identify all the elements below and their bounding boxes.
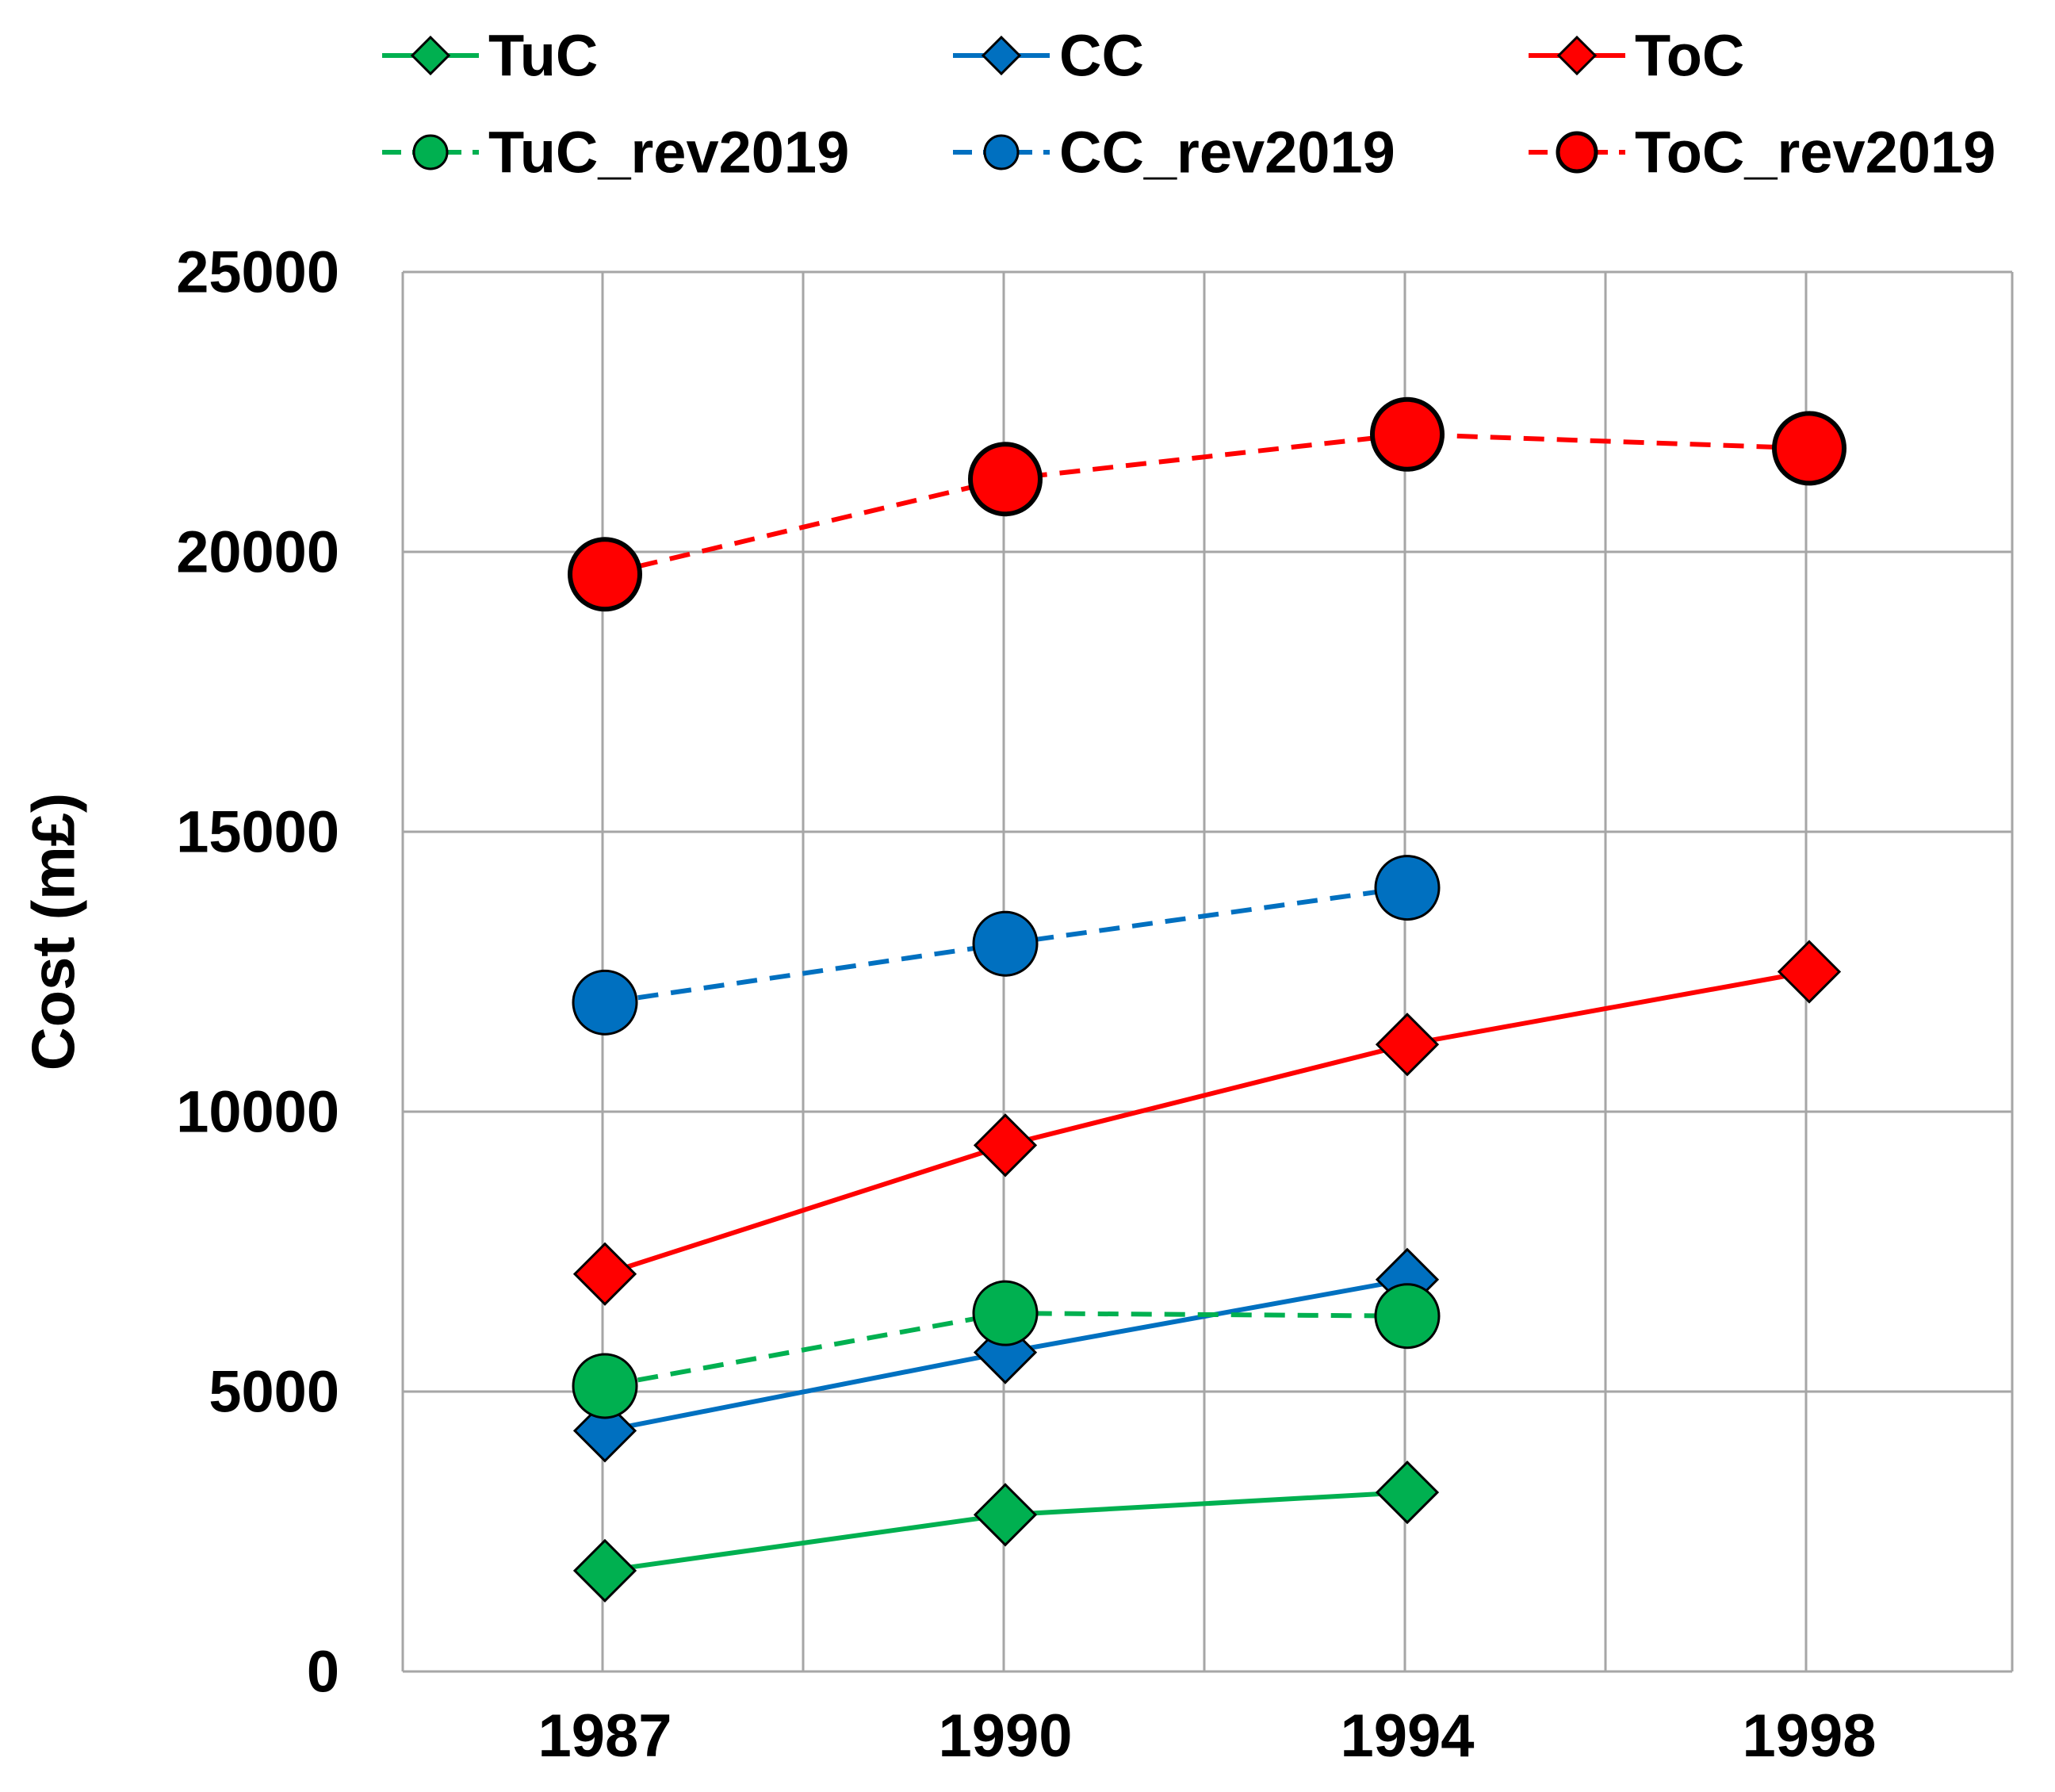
data-point [572,1353,638,1419]
legend-marker [410,35,451,76]
legend-marker [1556,35,1598,76]
data-point [1374,855,1441,921]
legend-label: CC_rev2019 [1059,120,1395,186]
legend-item: ToC [1529,23,1744,89]
data-point [1374,1283,1441,1350]
data-point [1375,1460,1440,1525]
series-tuc-rev2019 [572,1280,1441,1419]
legend-item: ToC_rev2019 [1529,120,1996,186]
legend-label: ToC [1635,23,1744,89]
data-point [968,442,1043,517]
data-point [1772,411,1846,486]
data-point [1777,940,1842,1004]
data-point [973,1113,1038,1177]
y-tick-label: 20000 [176,519,339,585]
x-tick-label: 1994 [1340,1702,1474,1770]
legend-label: ToC_rev2019 [1635,120,1996,186]
data-point [572,969,638,1036]
legend-item: TuC [382,23,598,89]
data-point [1370,396,1445,472]
legend-label: TuC_rev2019 [488,120,849,186]
x-tick-label: 1998 [1742,1702,1876,1770]
series-line [604,431,1810,577]
legend-item: CC [953,23,1144,89]
legend: TuC CC ToC TuC_rev2019 CC_rev2019 ToC_rev2019 [382,23,1996,186]
data-point [1375,1013,1440,1077]
legend-label: TuC [488,23,598,89]
y-tick-label: 5000 [209,1359,339,1425]
legend-marker [412,134,449,170]
legend-label: CC [1059,23,1144,89]
x-tick-label: 1987 [538,1702,672,1770]
legend-marker [1556,131,1598,174]
y-axis-label: Cost (m£) [21,793,88,1070]
data-point [972,1280,1039,1346]
x-tick-label: 1990 [938,1702,1072,1770]
y-tick-label: 15000 [176,799,339,865]
y-axis-ticks: 0 5000 10000 15000 20000 25000 [176,239,339,1705]
data-point [572,1242,637,1306]
series-cc-rev2019 [572,855,1441,1036]
series [568,396,1846,1603]
data-point [972,910,1039,977]
data-point [572,1399,637,1463]
y-tick-label: 10000 [176,1079,339,1145]
legend-item: TuC_rev2019 [382,120,849,186]
data-point [973,1483,1038,1547]
grid [401,270,2014,1673]
legend-item: CC_rev2019 [953,120,1395,186]
series-tuc [572,1460,1440,1603]
data-point [568,537,642,612]
legend-marker [983,134,1020,170]
legend-marker [981,35,1022,76]
y-tick-label: 0 [307,1639,339,1705]
series-line [604,969,1810,1277]
x-axis-ticks: 1987 1990 1994 1998 [538,1702,1876,1770]
data-point [572,1538,637,1603]
series-toc [572,940,1842,1306]
series-toc-rev2019 [568,396,1846,612]
y-tick-label: 25000 [176,239,339,305]
